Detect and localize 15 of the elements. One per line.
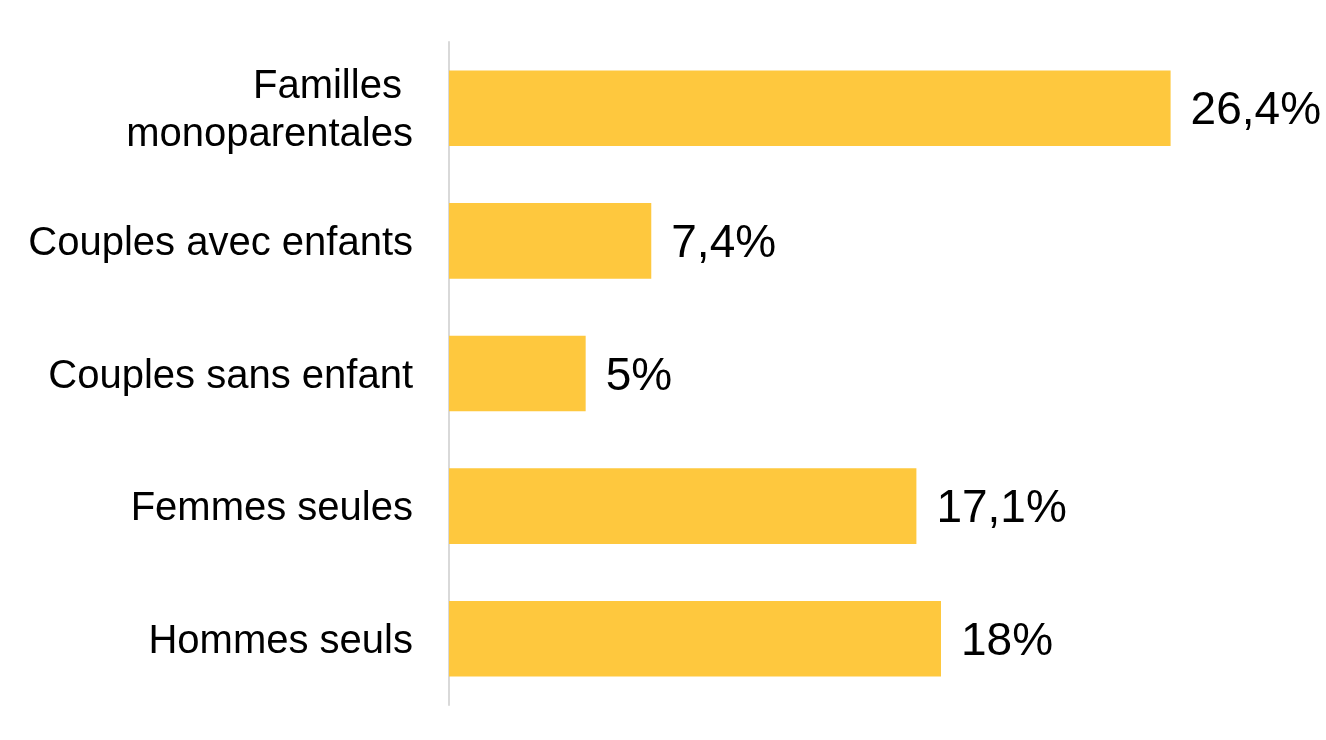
data-label: 7,4% — [671, 214, 777, 267]
bar — [449, 335, 586, 412]
bar — [449, 600, 941, 677]
y-tick-label: Couples sans enfant — [48, 351, 413, 396]
data-label: 18% — [961, 612, 1054, 665]
bar — [449, 468, 917, 544]
y-tick-label: Hommes seuls — [148, 616, 413, 661]
data-label: 5% — [605, 347, 673, 400]
y-tick-label: Familles monoparentales — [126, 62, 413, 155]
bar — [449, 203, 652, 279]
y-tick-label: Femmes seules — [130, 484, 413, 529]
bar — [449, 70, 1171, 147]
data-label: 26,4% — [1190, 82, 1322, 135]
data-label: 17,1% — [936, 480, 1067, 533]
y-tick-label: Couples avec enfants — [28, 218, 413, 263]
